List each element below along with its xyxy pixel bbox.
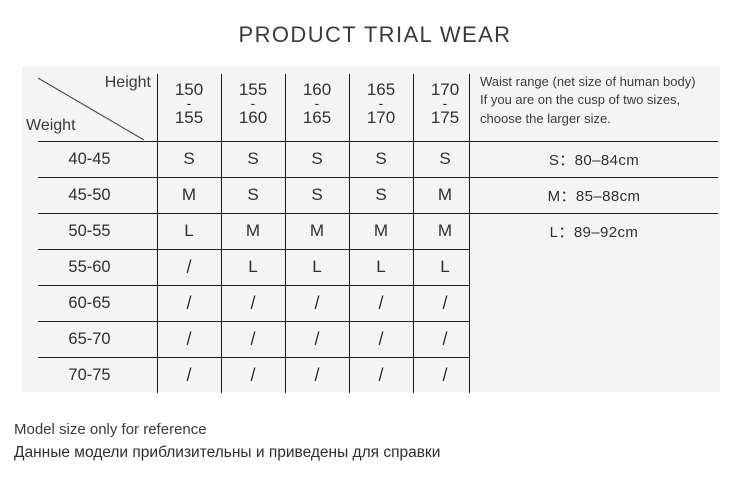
size-cell: / — [186, 256, 192, 277]
height-header-cell-1: 150 - 155 — [157, 66, 221, 141]
size-cell: / — [186, 328, 192, 349]
weight-label-4: 55-60 — [68, 257, 111, 276]
weight-label-5: 60-65 — [68, 293, 111, 312]
size-cell: / — [442, 292, 448, 313]
row-divider-4 — [38, 285, 469, 286]
height-header-cell-4: 165 - 170 — [349, 66, 413, 141]
size-cell: / — [250, 364, 256, 385]
size-chart-panel: Height Weight 150 - 155 155 - 160 160 - … — [22, 66, 720, 393]
size-cell: S — [311, 185, 323, 204]
size-cell: L — [312, 257, 322, 276]
weight-label-6: 65-70 — [68, 329, 111, 348]
weight-label-7: 70-75 — [68, 365, 111, 384]
size-cell: L — [248, 257, 258, 276]
waist-range-s: S：80–84cm — [548, 151, 640, 169]
row-divider-3 — [38, 249, 469, 250]
size-cell: L — [440, 257, 450, 276]
size-cell: / — [186, 292, 192, 313]
row-divider-2 — [38, 213, 469, 214]
size-cell: S — [247, 149, 259, 168]
size-cell: S — [183, 149, 195, 168]
height-header-cell-5: 170 - 175 — [413, 66, 477, 141]
size-cell: / — [314, 364, 320, 385]
row-divider-6 — [38, 357, 469, 358]
size-cell: / — [250, 292, 256, 313]
waist-note-line-1: Waist range (net size of human body) — [480, 74, 696, 89]
size-chart-table: Height Weight 150 - 155 155 - 160 160 - … — [22, 66, 720, 393]
height-from: 165 — [366, 79, 396, 99]
waist-note-line-2: If you are on the cusp of two sizes, — [480, 92, 681, 108]
size-cell: S — [247, 185, 259, 204]
size-cell: / — [186, 364, 192, 385]
column-divider-4 — [349, 74, 350, 393]
height-dash: - — [314, 94, 320, 111]
size-cell: / — [442, 328, 448, 349]
page-title: PRODUCT TRIAL WEAR — [238, 22, 512, 47]
size-cell: / — [378, 292, 384, 313]
column-divider-3 — [285, 74, 286, 393]
table-corner-cell: Height Weight — [22, 66, 157, 141]
height-dash: - — [442, 94, 448, 111]
height-from: 150 — [174, 79, 204, 99]
size-cell: S — [375, 185, 387, 204]
row-divider-5 — [38, 321, 469, 322]
height-from: 155 — [238, 79, 268, 99]
size-cell: / — [250, 328, 256, 349]
size-cell: M — [437, 221, 453, 240]
height-header-cell-2: 155 - 160 — [221, 66, 285, 141]
size-cell: L — [376, 257, 386, 276]
height-to: 160 — [238, 108, 268, 128]
size-cell: / — [314, 292, 320, 313]
size-cell: M — [181, 185, 197, 204]
footer: Model size only for reference Данные мод… — [14, 418, 734, 466]
weight-label-1: 40-45 — [68, 149, 111, 168]
footer-line-en: Model size only for reference — [14, 421, 207, 438]
column-divider-1 — [157, 74, 158, 393]
footer-line-ru: Данные модели приблизительны и приведены… — [14, 444, 441, 462]
size-cell: M — [437, 185, 453, 204]
height-to: 170 — [366, 108, 396, 128]
column-divider-right-panel — [469, 74, 470, 393]
size-cell: M — [245, 221, 261, 240]
waist-note-line-3: choose the larger size. — [480, 110, 611, 126]
size-cell: M — [309, 221, 325, 240]
size-cell: S — [439, 149, 451, 168]
column-divider-5 — [413, 74, 414, 393]
height-from: 170 — [430, 79, 460, 99]
header-label-weight: Weight — [26, 117, 76, 134]
size-cell: L — [184, 221, 194, 240]
height-dash: - — [186, 94, 192, 111]
size-cell: / — [314, 328, 320, 349]
size-cell: S — [311, 149, 323, 168]
column-divider-2 — [221, 74, 222, 393]
height-to: 165 — [302, 108, 332, 128]
note-divider-m-l — [469, 213, 718, 214]
height-header-cell-3: 160 - 165 — [285, 66, 349, 141]
waist-range-m: M：85–88cm — [547, 187, 641, 205]
height-to: 175 — [430, 108, 460, 128]
size-cell: / — [378, 328, 384, 349]
diagonal-divider-icon — [37, 77, 145, 141]
size-cell: / — [442, 364, 448, 385]
size-cell: S — [375, 149, 387, 168]
weight-label-3: 50-55 — [68, 221, 111, 240]
height-from: 160 — [302, 79, 332, 99]
header-label-height: Height — [104, 74, 151, 91]
waist-note: Waist range (net size of human body) If … — [469, 66, 719, 141]
height-to: 155 — [174, 108, 204, 128]
weight-label-2: 45-50 — [68, 185, 111, 204]
row-divider-header — [38, 141, 469, 142]
waist-range-l: L：89–92cm — [549, 223, 639, 241]
size-cell: M — [373, 221, 389, 240]
height-dash: - — [378, 94, 384, 111]
row-divider-1 — [38, 177, 469, 178]
note-divider-s-m — [469, 177, 718, 178]
size-cell: / — [378, 364, 384, 385]
note-divider-top — [469, 141, 718, 142]
height-dash: - — [250, 94, 256, 111]
